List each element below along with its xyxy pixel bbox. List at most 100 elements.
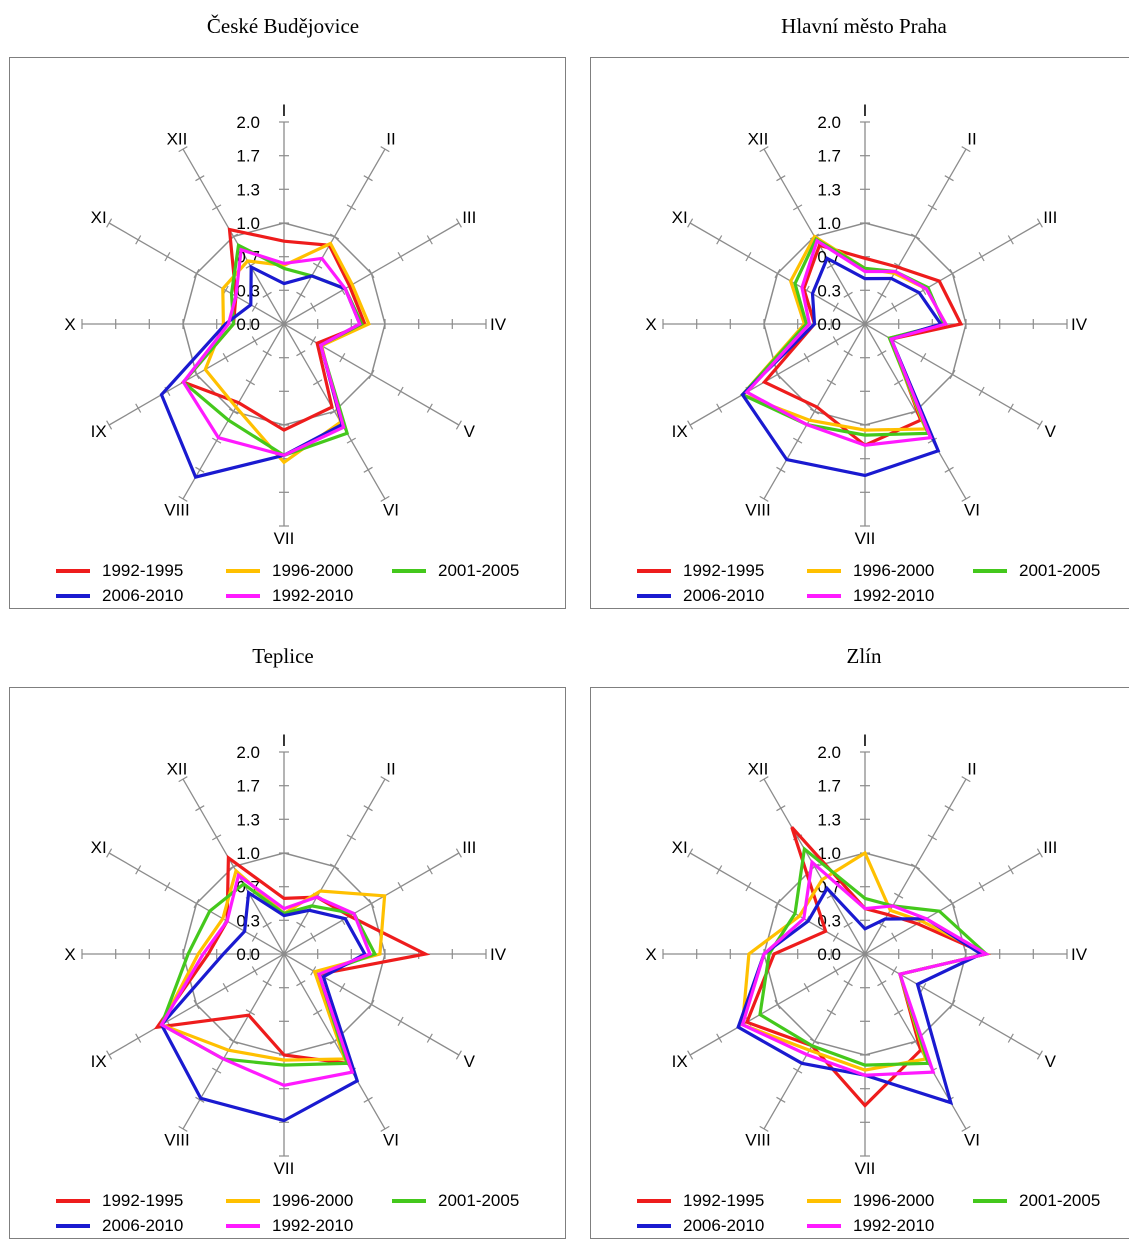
axis-tick [809,408,820,415]
axis-tick [262,350,272,357]
category-label: V [1045,422,1057,441]
axis-tick [776,1096,786,1103]
axis-tick [262,921,272,928]
tick-label: 0.3 [236,281,260,300]
category-label: V [464,422,476,441]
axis-tick [245,379,255,386]
category-label: VI [964,1130,980,1149]
axis-tick [106,218,113,228]
axis-tick [745,882,752,892]
axis-tick [687,420,694,430]
legend-item-1996-2000: 1996-2000 [807,1190,934,1212]
tick-label: 0.3 [236,911,260,930]
category-label: IV [1071,315,1088,334]
category-label: XII [167,760,188,779]
category-label: XI [91,208,107,227]
axis-tick [891,932,898,942]
axis-tick [774,369,781,380]
axis-tick [346,204,356,211]
axis-tick [920,353,927,363]
category-label: XI [91,838,107,857]
radar-chart: IIIIIIIVVVIVIIVIIIIXXXIXII0.00.30.71.01.… [645,731,1088,1178]
category-label: IX [91,1052,107,1071]
category-label: IV [1071,945,1088,964]
category-label: II [386,130,395,149]
axis-tick [832,932,839,942]
axis-tick [745,252,752,262]
category-label: X [645,945,656,964]
legend-label: 1992-2010 [272,1216,354,1235]
axis-tick [1007,403,1014,413]
axis-tick [1007,865,1014,875]
axis-tick [877,980,887,987]
legend-item-2006-2010: 2006-2010 [637,1215,764,1237]
axis-tick [776,175,786,182]
axis-tick [774,898,781,909]
axis-tick [687,848,694,858]
tick-label: 1.3 [236,810,260,829]
series-line [159,867,387,1062]
axis-tick [455,848,462,858]
series-line [758,845,990,1067]
axis-tick [212,834,222,841]
tick-label: 1.0 [236,844,260,863]
category-label: VII [855,1159,876,1178]
axis-tick [894,892,904,899]
axis-tick [195,466,205,473]
tick-label: 1.3 [817,810,841,829]
category-label: VII [274,529,295,548]
axis-tick [843,350,853,357]
category-label: IX [91,422,107,441]
legend-swatch [973,569,1007,573]
series-line [740,256,944,478]
legend-item-2001-2005: 2001-2005 [392,1190,519,1212]
chart-title: Zlín [846,644,882,668]
axis-tick [368,369,375,380]
category-label: X [645,315,656,334]
axis-tick [195,1096,205,1103]
axis-tick [1036,848,1043,858]
axis-tick [716,865,723,875]
legend-label: 2006-2010 [683,586,765,605]
axis-tick [927,204,937,211]
axis-tick [310,336,317,346]
axis-tick [759,776,769,783]
legend-label: 1996-2000 [272,1191,354,1210]
axis-tick [397,386,404,396]
legend-label: 1992-2010 [272,586,354,605]
legend-swatch [807,1224,841,1228]
chart-title: Teplice [252,644,314,668]
legend-label: 1996-2000 [853,1191,935,1210]
axis-tick [193,369,200,380]
tick-label: 1.7 [236,147,260,166]
axis-tick [178,1125,188,1132]
axis-tick [803,353,810,363]
axis-tick [455,218,462,228]
axis-tick [346,834,356,841]
axis-tick [894,1009,904,1016]
radar-chart: IIIIIIIVVVIVIIVIIIIXXXIXII0.00.30.71.01.… [64,101,506,548]
legend-label: 1996-2000 [853,561,935,580]
axis-tick [826,262,836,269]
series-line [153,854,431,1066]
axis-tick [106,848,113,858]
axis-tick [296,291,306,298]
axis-tick [296,921,306,928]
legend-item-2001-2005: 2001-2005 [973,1190,1100,1212]
legend-label: 2001-2005 [438,561,520,580]
chart-frame: I II III IV V VI VII VIII IX X XI XII 0.0 0.3 0.7 1.0 1.… [9,57,566,609]
legend-swatch [56,1224,90,1228]
axis-tick [776,466,786,473]
category-label: VI [383,1130,399,1149]
tick-label: 1.3 [236,180,260,199]
axis-tick [178,495,188,502]
axis-tick [894,379,904,386]
legend-label: 2001-2005 [438,1191,520,1210]
category-label: IX [672,422,688,441]
axis-tick [1036,420,1043,430]
axis-tick [262,980,272,987]
chart-panel-praha: Hlavní město Praha I II III IV V VI VII VIII IX X… [581,0,1129,620]
axis-tick [843,980,853,987]
tick-label: 1.0 [817,844,841,863]
legend-label: 2006-2010 [102,1216,184,1235]
